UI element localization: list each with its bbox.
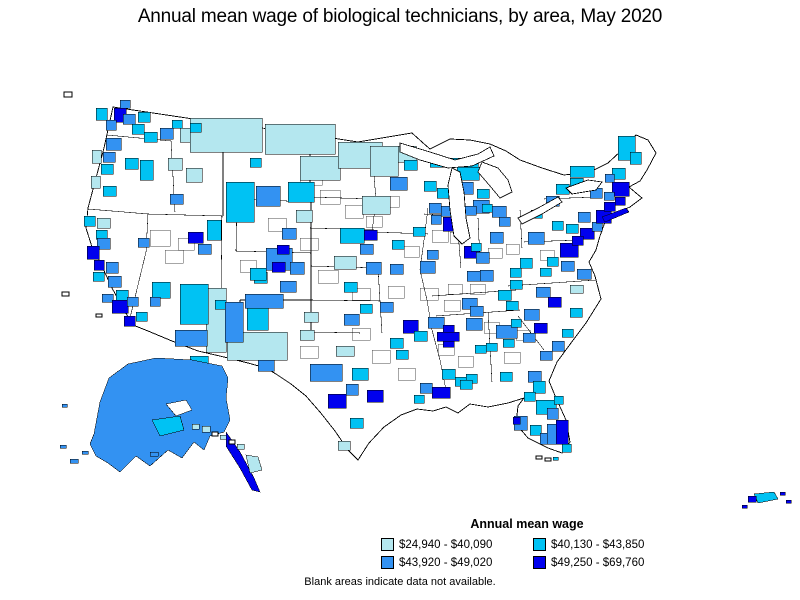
- legend-item-2: $40,130 - $43,850: [533, 538, 673, 551]
- legend-label-1: $24,940 - $40,090: [399, 538, 493, 551]
- legend-label-3: $43,920 - $49,020: [399, 556, 493, 569]
- legend-swatch-2: [533, 538, 546, 551]
- legend-label-4: $49,250 - $69,760: [551, 556, 645, 569]
- island-fragments: [61, 91, 559, 462]
- legend-title: Annual mean wage: [470, 517, 584, 531]
- legend-label-2: $40,130 - $43,850: [551, 538, 645, 551]
- footnote: Blank areas indicate data not available.: [304, 576, 496, 588]
- legend-swatch-3: [381, 556, 394, 569]
- legend-grid: $24,940 - $40,090 $40,130 - $43,850 $43,…: [381, 538, 673, 569]
- great-lakes: [399, 142, 603, 245]
- legend-item-1: $24,940 - $40,090: [381, 538, 533, 551]
- puerto-rico: [741, 491, 792, 509]
- legend: Annual mean wage $24,940 - $40,090 $40,1…: [381, 517, 673, 569]
- legend-swatch-1: [381, 538, 394, 551]
- legend-swatch-4: [533, 556, 546, 569]
- alaska: [59, 357, 261, 493]
- metro-area-patches: [83, 99, 642, 453]
- hawaii: [191, 423, 263, 474]
- legend-item-4: $49,250 - $69,760: [533, 556, 673, 569]
- legend-item-3: $43,920 - $49,020: [381, 556, 533, 569]
- page-title: Annual mean wage of biological technicia…: [137, 6, 663, 27]
